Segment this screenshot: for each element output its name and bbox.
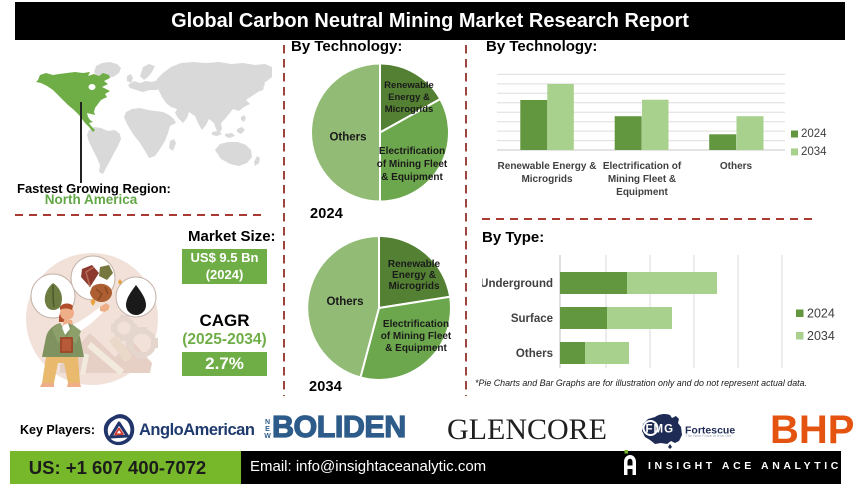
svg-text:Renewable: Renewable — [388, 259, 441, 270]
svg-text:FMG: FMG — [646, 424, 675, 436]
svg-text:Others: Others — [516, 348, 553, 360]
svg-text:Equipment: Equipment — [616, 187, 668, 198]
svg-text:Renewable: Renewable — [384, 80, 434, 91]
svg-text:2034: 2034 — [801, 146, 827, 158]
svg-text:Microgrids: Microgrids — [521, 174, 573, 185]
svg-text:Microgrids: Microgrids — [385, 104, 434, 115]
svg-text:& Equipment: & Equipment — [381, 172, 443, 183]
svg-text:Microgrids: Microgrids — [388, 281, 440, 292]
svg-text:of Mining Fleet: of Mining Fleet — [377, 159, 448, 170]
svg-text:The New Force in Iron Ore: The New Force in Iron Ore — [686, 433, 732, 438]
svg-text:Renewable Energy &: Renewable Energy & — [498, 161, 597, 172]
svg-text:Others: Others — [329, 132, 366, 144]
svg-text:2024: 2024 — [807, 307, 835, 321]
svg-text:of Mining Fleet: of Mining Fleet — [381, 331, 452, 342]
svg-text:2024: 2024 — [801, 128, 827, 140]
svg-text:Electrification: Electrification — [383, 319, 449, 330]
svg-text:Electrification of: Electrification of — [603, 161, 682, 172]
svg-text:Others: Others — [720, 161, 753, 172]
svg-text:Mining Fleet &: Mining Fleet & — [608, 174, 676, 185]
svg-text:Energy &: Energy & — [392, 270, 436, 281]
svg-text:Surface: Surface — [511, 313, 553, 325]
svg-text:Energy &: Energy & — [388, 92, 430, 103]
svg-text:Fortescue: Fortescue — [685, 425, 735, 437]
svg-text:Others: Others — [326, 296, 363, 308]
svg-text:& Equipment: & Equipment — [385, 343, 447, 354]
svg-text:Electrification: Electrification — [379, 146, 445, 157]
svg-text:2034: 2034 — [807, 329, 835, 343]
svg-text:Underground: Underground — [482, 278, 553, 290]
